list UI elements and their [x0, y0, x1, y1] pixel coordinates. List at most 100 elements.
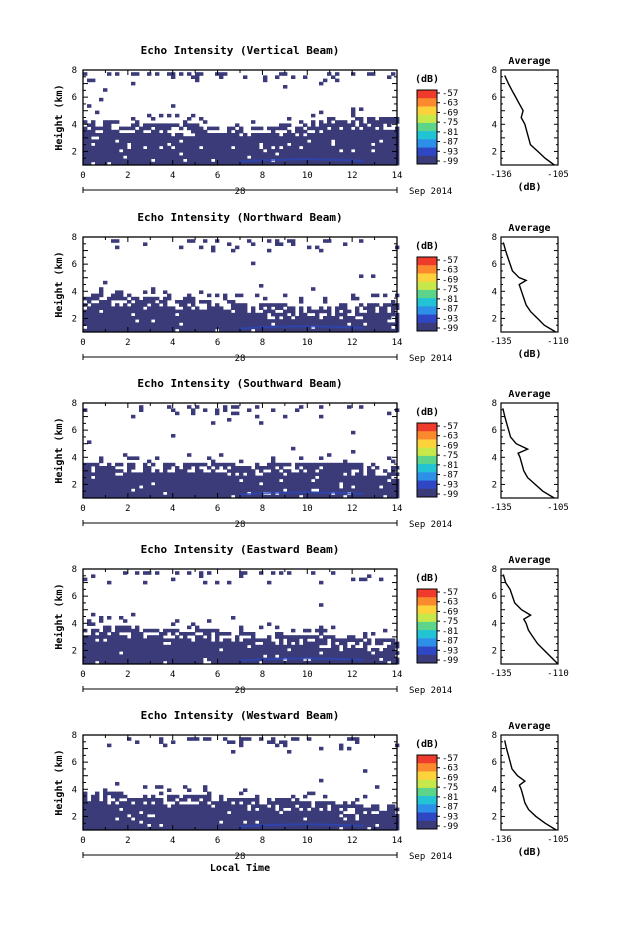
heatmap-cell: [159, 325, 164, 330]
colorbar-swatch: [417, 131, 437, 140]
heatmap-cell: [363, 654, 368, 658]
heatmap-cell: [163, 478, 168, 483]
heatmap-cell: [231, 472, 236, 476]
heatmap-cell: [223, 72, 228, 76]
heatmap-cell: [303, 491, 308, 496]
heatmap-cell: [215, 139, 220, 143]
heatmap-cell: [307, 660, 312, 665]
heatmap-cell: [371, 303, 376, 307]
heatmap-cell: [211, 660, 216, 665]
heatmap-cell: [323, 472, 328, 476]
heatmap-cell: [87, 657, 92, 662]
heatmap-cell: [183, 120, 188, 124]
heatmap-cell: [195, 625, 200, 630]
heatmap-cell: [83, 654, 88, 658]
heatmap-cell: [355, 312, 360, 317]
heatmap-cell: [183, 657, 188, 662]
heatmap-cell: [387, 325, 392, 330]
heatmap-cell: [235, 482, 240, 486]
heatmap-cell: [83, 319, 88, 323]
heatmap-cell: [375, 293, 380, 298]
heatmap-cell: [191, 142, 196, 147]
heatmap-cell: [115, 794, 120, 799]
heatmap-cell: [375, 820, 380, 824]
heatmap-cell: [171, 306, 176, 310]
heatmap-cell: [115, 462, 120, 467]
heatmap-cell: [183, 303, 188, 307]
colorbar-swatch: [417, 812, 437, 822]
heatmap-cell: [135, 488, 140, 492]
heatmap-cell: [87, 136, 92, 140]
heatmap-cell: [275, 635, 280, 639]
heatmap-cell: [187, 632, 192, 636]
heatmap-cell: [275, 632, 280, 636]
heatmap-cell: [231, 804, 236, 808]
heatmap-cell: [379, 152, 384, 156]
heatmap-cell: [303, 319, 308, 323]
heatmap-cell: [195, 472, 200, 476]
heatmap-cell: [303, 466, 308, 470]
heatmap-cell: [183, 462, 188, 467]
heatmap-cell: [255, 482, 260, 486]
y-axis-label: Height (km): [53, 749, 65, 815]
heatmap-cell: [211, 245, 216, 250]
heatmap-cell: [83, 120, 88, 124]
x-tick-label: 12: [347, 171, 358, 181]
heatmap-cell: [231, 133, 236, 137]
heatmap-cell: [147, 161, 152, 166]
heatmap-cell: [227, 418, 232, 422]
heatmap-cell: [111, 309, 116, 314]
heatmap-cell: [191, 161, 196, 166]
heatmap-cell: [99, 136, 104, 140]
colorbar-swatch: [417, 306, 437, 316]
heatmap-cell: [251, 488, 256, 492]
heatmap-cell: [123, 810, 128, 815]
heatmap-cell: [123, 625, 128, 630]
x-tick-label: 2: [125, 504, 130, 514]
heatmap-cell: [251, 817, 256, 821]
heatmap-cell: [255, 654, 260, 658]
heatmap-cell: [139, 129, 144, 134]
heatmap-cell: [155, 628, 160, 633]
heatmap-cell: [271, 408, 276, 412]
heatmap-cell: [307, 155, 312, 159]
heatmap-cell: [199, 488, 204, 492]
heatmap-cell: [219, 145, 224, 150]
heatmap-cell: [155, 494, 160, 499]
heatmap-cell: [203, 641, 208, 646]
heatmap-cell: [319, 632, 324, 636]
heatmap-cell: [231, 641, 236, 646]
heatmap-cell: [215, 309, 220, 314]
heatmap-cell: [187, 485, 192, 489]
heatmap-cell: [271, 133, 276, 137]
heatmap-cell: [223, 644, 228, 649]
heatmap-cell: [239, 571, 244, 575]
heatmap-cell: [231, 126, 236, 131]
heatmap-cell: [259, 485, 264, 489]
heatmap-cell: [235, 123, 240, 127]
heatmap-cell: [303, 820, 308, 824]
heatmap-cell: [195, 657, 200, 662]
heatmap-cell: [379, 158, 384, 163]
heatmap-cell: [267, 820, 272, 824]
heatmap-cell: [255, 126, 260, 131]
heatmap-cell: [187, 117, 192, 121]
heatmap-cell: [131, 309, 136, 314]
heatmap-cell: [375, 814, 380, 818]
heatmap-cell: [211, 312, 216, 317]
heatmap-cell: [343, 133, 348, 137]
heatmap-cell: [383, 322, 388, 326]
heatmap-cell: [203, 482, 208, 486]
heatmap-cell: [327, 453, 332, 457]
colorbar-swatch: [417, 597, 437, 606]
heatmap-cell: [319, 817, 324, 821]
heatmap-cell: [151, 312, 156, 317]
heatmap-cell: [355, 648, 360, 652]
heatmap-cell: [115, 651, 120, 655]
heatmap-cell: [315, 660, 320, 665]
heatmap-cell: [143, 142, 148, 147]
heatmap-cell: [315, 161, 320, 166]
heatmap-cell: [139, 152, 144, 156]
heatmap-cell: [339, 494, 344, 499]
heatmap-cell: [291, 328, 296, 333]
